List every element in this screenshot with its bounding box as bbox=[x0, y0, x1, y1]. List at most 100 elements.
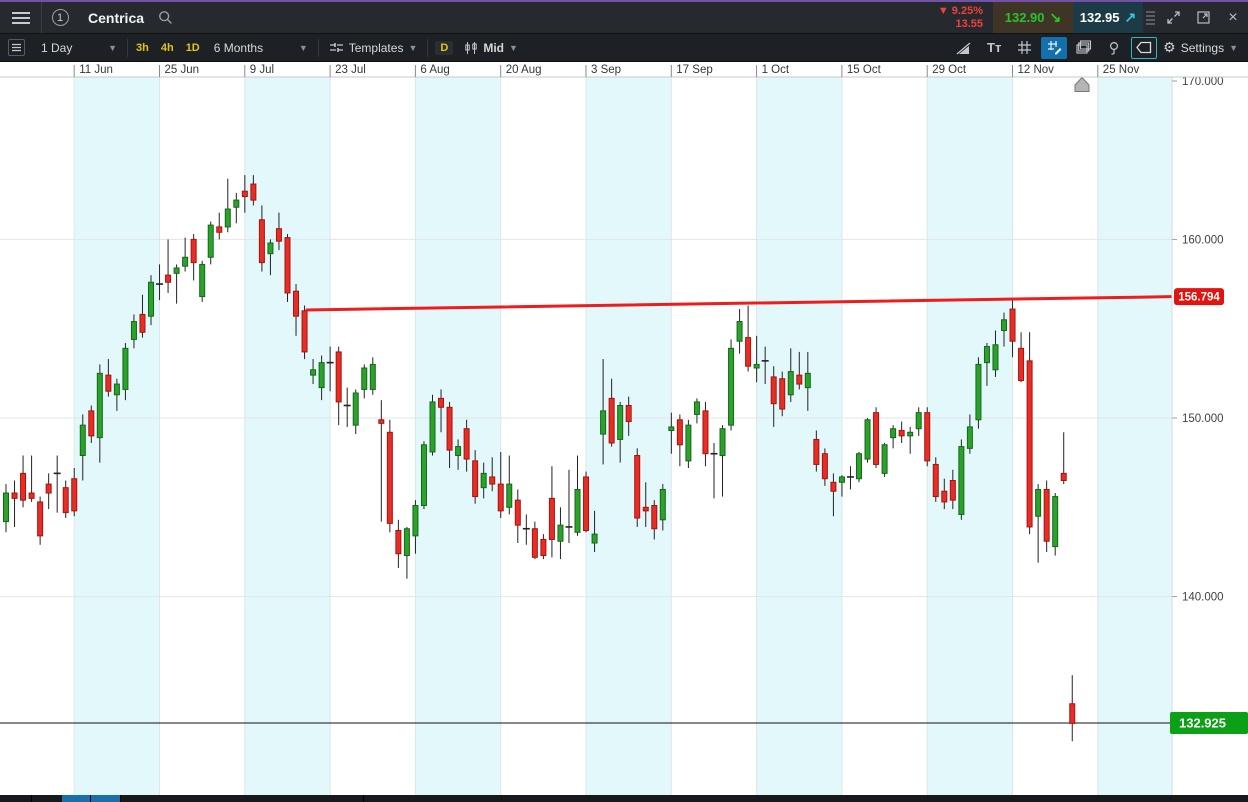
buy-price-button[interactable]: 132.95 ↗ bbox=[1073, 2, 1143, 33]
candle bbox=[600, 410, 607, 435]
chevron-down-icon: ▼ bbox=[298, 42, 308, 53]
week-band bbox=[756, 77, 842, 795]
candle bbox=[318, 362, 325, 389]
gear-icon: ⚙ bbox=[1163, 39, 1176, 55]
week-band bbox=[244, 77, 331, 795]
candle bbox=[932, 463, 939, 498]
candle bbox=[241, 190, 248, 198]
candle bbox=[583, 476, 590, 532]
chart-type-list-button[interactable] bbox=[0, 34, 33, 61]
y-axis-label: 150.000 bbox=[1182, 413, 1224, 425]
chart-timeline-scrollbar[interactable] bbox=[0, 795, 1248, 802]
candle bbox=[446, 406, 453, 451]
trend-angle-tool-button[interactable] bbox=[951, 37, 977, 59]
candle bbox=[838, 476, 845, 483]
candle bbox=[659, 488, 666, 521]
candle bbox=[378, 419, 385, 424]
candle bbox=[557, 524, 564, 542]
buy-price: 132.95 bbox=[1079, 10, 1120, 25]
interval-label: D bbox=[435, 40, 454, 55]
layers-tool-button[interactable] bbox=[1071, 37, 1097, 59]
candle bbox=[395, 530, 402, 555]
grid-pencil-icon bbox=[1047, 41, 1062, 55]
candle bbox=[992, 344, 999, 371]
candle bbox=[182, 256, 189, 267]
price-type-dropdown[interactable]: Mid ▼ bbox=[458, 34, 524, 61]
chevron-down-icon: ▼ bbox=[408, 42, 418, 53]
candlestick-chart[interactable]: 170.000 160.000 150.000 140.000 11 Jun 25 Jun… bbox=[0, 62, 1248, 795]
interval-badge[interactable]: D bbox=[430, 34, 458, 61]
candle bbox=[753, 363, 760, 369]
expand-window-button[interactable] bbox=[1158, 2, 1188, 33]
settings-button[interactable]: ⚙ Settings ▼ bbox=[1159, 39, 1248, 56]
candle bbox=[830, 481, 837, 492]
sliders-icon bbox=[329, 43, 343, 52]
chart-marker-icon[interactable] bbox=[1074, 76, 1090, 92]
candle bbox=[745, 337, 752, 367]
svg-text:132.925: 132.925 bbox=[1179, 715, 1226, 730]
candle bbox=[719, 428, 726, 457]
candle bbox=[148, 281, 155, 317]
scrollbar-active-segment[interactable] bbox=[62, 795, 120, 802]
sell-arrow-icon: ↘ bbox=[1049, 9, 1062, 25]
candle bbox=[668, 426, 675, 432]
week-band bbox=[415, 77, 501, 795]
candle bbox=[890, 428, 897, 439]
range-dropdown[interactable]: 6 Months ▼ bbox=[206, 34, 316, 61]
timeframe-3h-button[interactable]: 3h bbox=[136, 41, 149, 54]
chevron-down-icon: ▼ bbox=[108, 42, 117, 53]
candle bbox=[770, 376, 777, 405]
chart-canvas[interactable]: 170.000 160.000 150.000 140.000 11 Jun 25 Jun… bbox=[0, 62, 1248, 795]
candle bbox=[233, 199, 240, 208]
candle bbox=[779, 378, 786, 410]
dropper-tool-button[interactable] bbox=[1101, 37, 1127, 59]
candle bbox=[898, 430, 905, 437]
y-axis-label: 160.000 bbox=[1182, 234, 1224, 246]
drag-handle-icon[interactable] bbox=[1143, 2, 1158, 33]
candle bbox=[1060, 472, 1067, 482]
candle bbox=[983, 346, 990, 364]
candle bbox=[958, 446, 965, 515]
draw-on-grid-tool-button[interactable] bbox=[1041, 36, 1068, 59]
timeframe-4h-button[interactable]: 4h bbox=[160, 41, 174, 54]
popout-window-button[interactable] bbox=[1188, 2, 1218, 33]
workspace-1-button[interactable]: 1 bbox=[42, 2, 78, 33]
text-tool-button[interactable]: Tᴛ bbox=[987, 40, 1002, 55]
period-dropdown[interactable]: 1 Day ▼ bbox=[33, 34, 125, 61]
candle bbox=[165, 274, 172, 283]
trendline[interactable] bbox=[305, 295, 1173, 312]
x-axis-label: 25 Jun bbox=[165, 64, 200, 76]
grid-tool-button[interactable] bbox=[1011, 37, 1037, 59]
candle bbox=[28, 492, 35, 499]
candle bbox=[258, 219, 265, 264]
candle bbox=[941, 490, 948, 503]
candle bbox=[429, 401, 436, 453]
candle bbox=[284, 237, 291, 294]
timeframe-1d-button[interactable]: 1D bbox=[185, 41, 200, 54]
week-band bbox=[586, 77, 672, 795]
candle bbox=[796, 374, 803, 385]
candle bbox=[949, 480, 956, 501]
x-axis-label: 12 Nov bbox=[1018, 64, 1055, 76]
close-icon[interactable]: × bbox=[1228, 8, 1238, 26]
candle bbox=[497, 483, 504, 512]
title-bar: 1 Centrica ▼ 9.25% 13.55 132.90 ↘ 132.95… bbox=[0, 2, 1248, 34]
templates-dropdown[interactable]: Templates ▼ bbox=[321, 34, 426, 61]
x-axis-label: 29 Oct bbox=[932, 64, 967, 76]
y-axis-label: 140.000 bbox=[1182, 592, 1224, 604]
window-accent-strip bbox=[0, 0, 1248, 2]
date-axis[interactable] bbox=[0, 62, 1248, 77]
candle bbox=[352, 392, 359, 426]
candle bbox=[1018, 347, 1025, 381]
menu-icon[interactable] bbox=[0, 2, 42, 33]
candle bbox=[301, 310, 308, 353]
x-axis-label: 17 Sep bbox=[676, 64, 712, 76]
slope-icon bbox=[956, 42, 971, 54]
candle bbox=[216, 226, 223, 233]
search-icon[interactable] bbox=[152, 2, 178, 33]
y-axis-label: 170.000 bbox=[1182, 76, 1224, 88]
x-axis-label: 6 Aug bbox=[420, 64, 449, 76]
sell-price-button[interactable]: 132.90 ↘ bbox=[993, 2, 1073, 33]
shape-tool-button[interactable] bbox=[1131, 36, 1158, 59]
price-axis[interactable] bbox=[1172, 77, 1248, 795]
